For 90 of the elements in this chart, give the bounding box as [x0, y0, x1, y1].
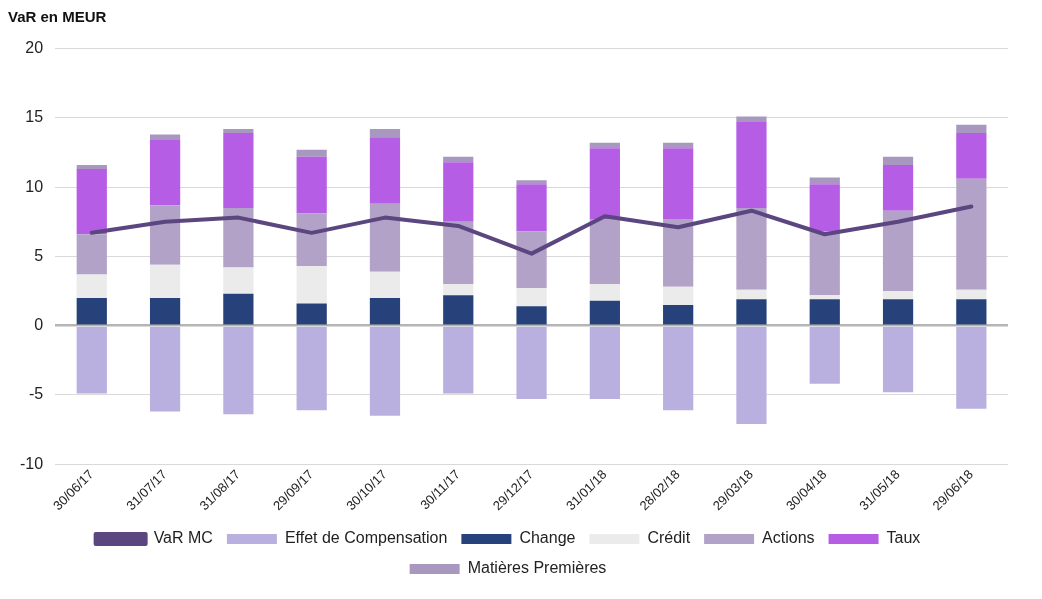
bar	[149, 297, 181, 325]
bar	[516, 288, 547, 307]
bar	[443, 295, 474, 325]
bar	[223, 293, 254, 325]
bar	[589, 300, 620, 325]
bar	[76, 297, 107, 325]
bar	[736, 326, 767, 425]
bar	[736, 116, 767, 123]
bar	[149, 326, 181, 412]
bar	[589, 218, 620, 285]
bar	[76, 169, 107, 235]
bar	[443, 221, 474, 285]
legend-label: Crédit	[647, 529, 691, 547]
y-tick-label: 5	[34, 246, 44, 264]
y-tick-label: -5	[28, 385, 44, 403]
bar	[369, 297, 401, 325]
bar	[296, 213, 327, 267]
bar	[809, 326, 840, 384]
bar	[516, 326, 547, 400]
bar	[956, 124, 987, 134]
bar	[443, 326, 474, 394]
bar	[882, 210, 914, 292]
legend-label: Change	[519, 529, 576, 547]
bar	[956, 289, 987, 300]
bar	[882, 291, 914, 300]
y-tick-label: -10	[20, 454, 44, 472]
y-tick-label: 0	[34, 316, 44, 334]
bar	[149, 264, 181, 298]
bar	[956, 178, 987, 290]
bar	[149, 134, 181, 141]
bar	[296, 266, 327, 304]
bar	[882, 326, 914, 393]
y-tick-label: 10	[25, 177, 44, 195]
bar	[149, 205, 181, 265]
bar	[296, 326, 327, 411]
bar	[736, 122, 767, 208]
bar	[76, 326, 107, 394]
bar	[956, 326, 987, 409]
y-axis-title: VaR en MEUR	[8, 8, 108, 25]
bar	[443, 162, 474, 222]
bar	[736, 299, 767, 325]
bar	[809, 184, 840, 232]
bar	[516, 306, 547, 325]
bar	[369, 326, 401, 416]
y-tick-label: 15	[25, 108, 44, 126]
bar	[296, 156, 327, 214]
bar	[223, 133, 254, 208]
bar	[956, 299, 987, 325]
bar	[882, 164, 914, 211]
bar	[149, 140, 181, 206]
bar	[736, 207, 767, 290]
bar	[223, 128, 254, 134]
bar	[223, 267, 254, 294]
bar	[882, 156, 914, 165]
bar	[956, 133, 987, 179]
bar	[369, 203, 401, 272]
legend-label: Effet de Compensation	[284, 529, 448, 547]
bar	[589, 284, 620, 301]
bar	[76, 274, 107, 298]
bar	[516, 184, 547, 232]
bar	[589, 326, 620, 400]
bar	[663, 326, 694, 411]
bar	[589, 148, 620, 219]
bar	[223, 207, 254, 268]
bar	[296, 303, 327, 325]
bar	[516, 180, 547, 185]
bar	[663, 218, 694, 287]
bar	[663, 304, 694, 325]
bar	[76, 164, 107, 170]
bar	[663, 286, 694, 305]
y-tick-label: 20	[25, 39, 44, 57]
bar	[809, 231, 840, 296]
bar	[443, 284, 474, 296]
legend-label: Taux	[886, 529, 921, 547]
bar	[516, 231, 547, 289]
bar	[76, 234, 107, 275]
bar	[736, 289, 767, 300]
bar	[809, 177, 840, 185]
bar	[296, 149, 327, 157]
legend-label: Actions	[762, 529, 815, 547]
bar	[369, 128, 401, 138]
bar	[223, 326, 254, 415]
legend-label: Matières Premières	[467, 559, 607, 577]
bar	[369, 271, 401, 298]
bar	[882, 299, 914, 325]
bar	[809, 295, 840, 300]
legend-label: VaR MC	[153, 529, 213, 547]
bar	[809, 299, 840, 325]
bar	[663, 148, 694, 219]
bar	[369, 137, 401, 204]
